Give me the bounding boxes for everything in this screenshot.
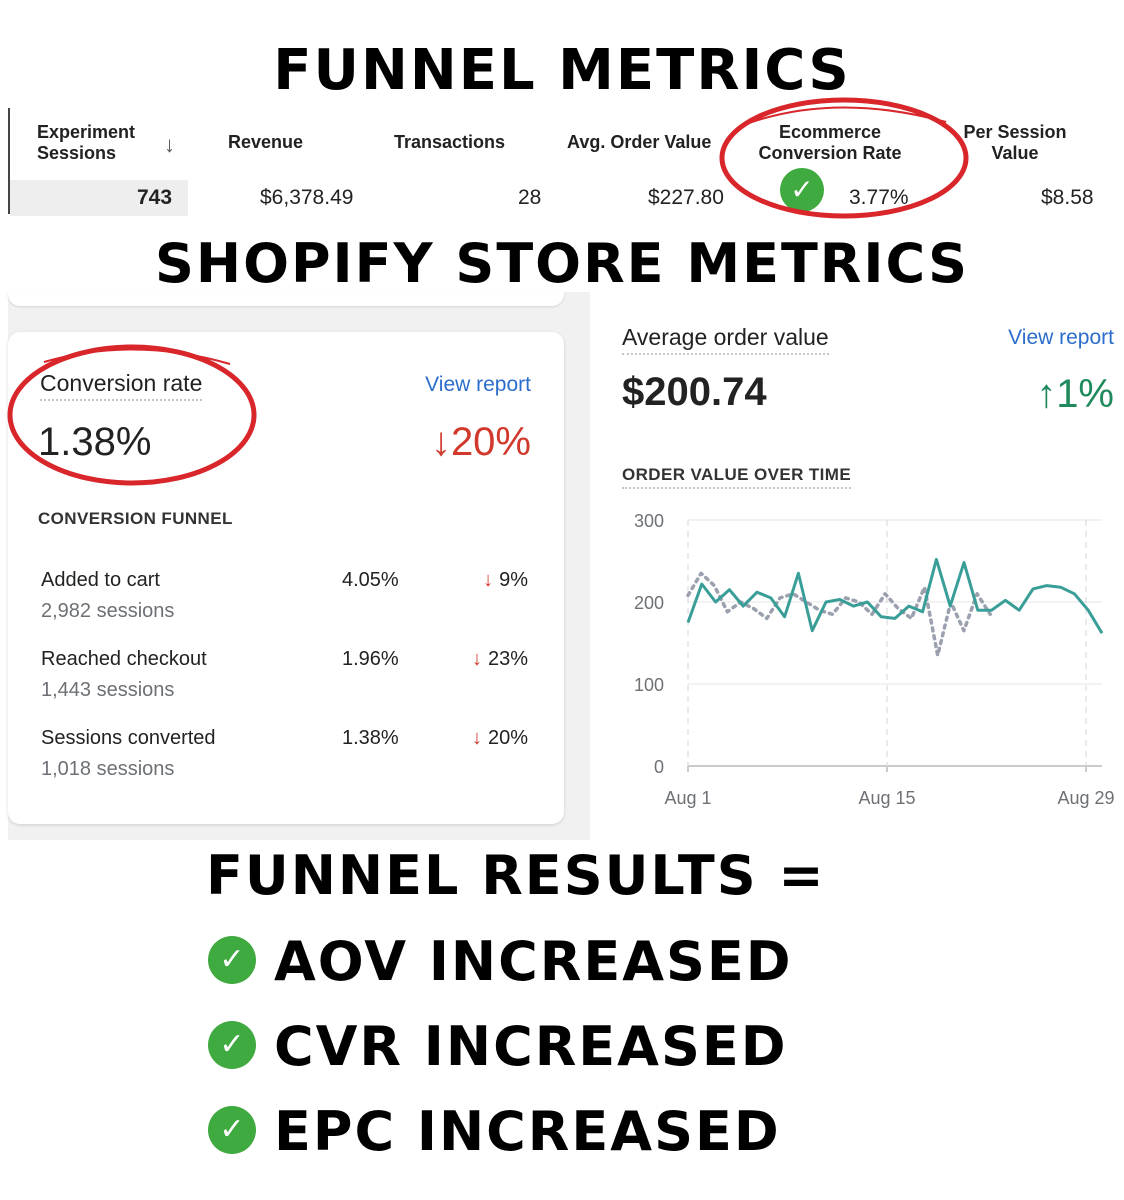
previous-card-edge [8,292,564,306]
aov-title[interactable]: Average order value [622,324,829,355]
value-sessions: 743 [137,186,173,209]
conversion-rate-title[interactable]: Conversion rate [40,370,203,401]
experiment-metrics-table: Experiment Sessions ↓ Revenue Transactio… [8,108,1124,216]
funnel-row-name: Sessions converted [41,727,216,749]
funnel-row: Reached checkout 1,443 sessions 1.96% ↓ 2… [8,648,564,718]
order-value-chart-title-text: ORDER VALUE OVER TIME [622,465,852,489]
conversion-rate-delta: ↓20% [431,420,531,465]
conversion-rate-title-text: Conversion rate [40,370,203,401]
x-tick-label: Aug 1 [664,788,711,808]
shopify-store-metrics-title: SHOPIFY STORE METRICS [154,232,969,295]
header-revenue[interactable]: Revenue [228,132,304,152]
ecr-highlight-circle [719,97,969,219]
funnel-row-percent: 4.05% [342,569,399,591]
header-ecommerce-conversion-rate[interactable]: Ecommerce Conversion Rate [752,122,908,164]
value-ecommerce-conversion-rate: 3.77% [849,186,909,209]
current-period-line [686,557,1104,634]
funnel-results-title: FUNNEL RESULTS = [206,844,826,907]
funnel-row-delta-value: 20% [487,727,528,749]
average-order-value-card: Average order value View report $200.74 … [590,292,1124,840]
y-tick-label: 300 [634,511,664,531]
y-tick-label: 0 [654,757,664,777]
aov-title-text: Average order value [622,324,829,355]
header-psv-line1: Per Session [963,122,1067,142]
funnel-row-sessions: 2,982 sessions [41,600,175,622]
previous-period-line [686,571,992,658]
check-circle-icon: ✓ [208,1106,256,1154]
result-label: AOV INCREASED [274,930,793,993]
arrow-down-icon: ↓ [483,569,494,591]
conversion-rate-delta-value: 20% [450,420,531,464]
header-ecr-line1: Ecommerce [778,122,882,142]
aov-value: $200.74 [622,370,767,414]
arrow-down-icon: ↓ [471,727,482,749]
value-transactions: 28 [518,186,542,209]
header-experiment-sessions[interactable]: Experiment Sessions [37,122,135,164]
funnel-metrics-title: FUNNEL METRICS [273,38,851,103]
check-circle-icon: ✓ [208,1021,256,1069]
result-label: CVR INCREASED [274,1015,788,1078]
aov-delta-value: 1% [1056,372,1114,416]
funnel-row-delta-value: 9% [499,569,528,591]
funnel-row-delta: ↓ 20% [472,727,528,750]
aov-delta: ↑1% [1036,372,1114,417]
funnel-row-delta: ↓ 23% [472,648,528,671]
header-sessions-line2: Sessions [37,143,117,163]
funnel-row-name: Added to cart [41,569,160,591]
header-ecr-line2: Conversion Rate [758,143,902,163]
value-revenue: $6,378.49 [260,186,354,209]
conversion-rate-card: Conversion rate View report 1.38% ↓20% C… [8,332,564,824]
funnel-row-percent: 1.96% [342,648,399,670]
aov-view-report-link[interactable]: View report [1008,326,1114,349]
funnel-row-percent: 1.38% [342,727,399,749]
conversion-rate-highlight-circle [7,344,257,486]
arrow-down-icon: ↓ [430,420,451,464]
conversion-funnel-title: CONVERSION FUNNEL [38,509,233,528]
funnel-row: Added to cart 2,982 sessions 4.05% ↓ 9% [8,569,564,639]
check-circle-icon: ✓ [208,936,256,984]
header-avg-order-value[interactable]: Avg. Order Value [567,132,712,152]
check-circle-icon: ✓ [780,168,824,212]
value-avg-order-value: $227.80 [648,186,724,209]
header-sessions-line1: Experiment [37,122,136,142]
funnel-row: Sessions converted 1,018 sessions 1.38% … [8,727,564,797]
sessions-cell-highlight [10,180,188,216]
table-left-border [8,108,10,214]
header-transactions[interactable]: Transactions [394,132,506,152]
arrow-down-icon: ↓ [471,648,482,670]
x-tick-label: Aug 15 [858,788,915,808]
y-tick-label: 200 [634,593,664,613]
order-value-chart-title: ORDER VALUE OVER TIME [622,465,852,489]
funnel-row-delta: ↓ 9% [483,569,528,592]
funnel-row-sessions: 1,443 sessions [41,679,175,701]
y-tick-label: 100 [634,675,664,695]
funnel-row-sessions: 1,018 sessions [41,758,175,780]
x-tick-label: Aug 29 [1057,788,1114,808]
header-per-session-value[interactable]: Per Session Value [954,122,1076,164]
funnel-row-name: Reached checkout [41,648,207,670]
view-report-link[interactable]: View report [425,373,531,396]
arrow-up-icon: ↑ [1036,372,1057,416]
value-per-session-value: $8.58 [1041,186,1094,209]
order-value-chart: 0 100 200 300 Aug 1 Aug 15 Aug 29 [634,511,1115,808]
conversion-rate-value: 1.38% [38,420,152,464]
arrow-down-icon[interactable]: ↓ [164,132,175,157]
result-label: EPC INCREASED [274,1100,781,1163]
header-psv-line2: Value [991,143,1039,163]
funnel-row-delta-value: 23% [487,648,528,670]
